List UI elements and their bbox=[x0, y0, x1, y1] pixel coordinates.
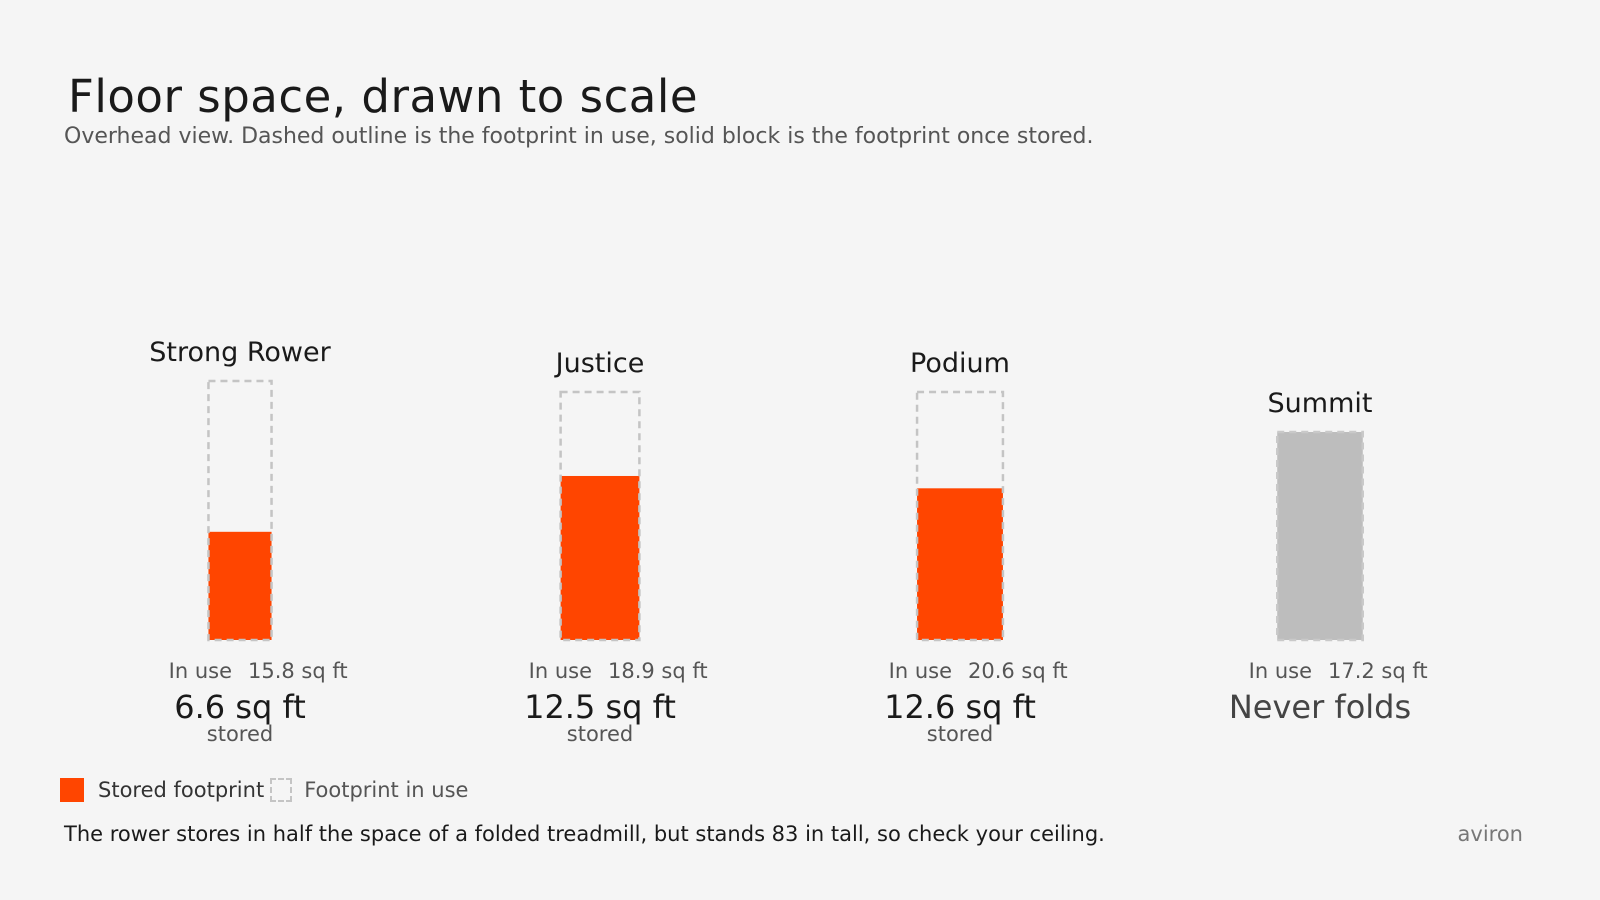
in-use-label: In use bbox=[169, 659, 232, 683]
in-use-value: 20.6 sq ft bbox=[968, 659, 1068, 683]
in-use-footprint-outline bbox=[559, 390, 641, 642]
in-use-footprint-outline bbox=[207, 379, 273, 642]
machine-name-label: Podium bbox=[910, 348, 1010, 379]
stored-value-label: 12.5 sq ft bbox=[524, 688, 676, 726]
stored-footprint-block bbox=[917, 488, 1003, 640]
chart-subtitle: Overhead view. Dashed outline is the foo… bbox=[64, 124, 1094, 149]
legend-stored-label: Stored footprint bbox=[98, 778, 265, 802]
in-use-value: 18.9 sq ft bbox=[608, 659, 708, 683]
in-use-label: In use bbox=[529, 659, 592, 683]
brand-label: aviron bbox=[1457, 822, 1523, 846]
never-folds-label: Never folds bbox=[1229, 688, 1411, 726]
machine-name-label: Summit bbox=[1268, 388, 1373, 419]
stored-caption: stored bbox=[207, 722, 273, 746]
legend: Stored footprint Footprint in use bbox=[60, 778, 468, 802]
stored-value-label: 12.6 sq ft bbox=[884, 688, 1036, 726]
stored-caption: stored bbox=[567, 722, 633, 746]
legend-stored-swatch bbox=[60, 778, 84, 802]
machine-name-label: Strong Rower bbox=[149, 337, 331, 368]
in-use-label: In use bbox=[889, 659, 952, 683]
in-use-value: 17.2 sq ft bbox=[1328, 659, 1428, 683]
in-use-label: In use bbox=[1249, 659, 1312, 683]
stored-footprint-block bbox=[560, 475, 640, 640]
stored-value-label: 6.6 sq ft bbox=[174, 688, 305, 726]
legend-in-use-swatch bbox=[270, 778, 293, 802]
stored-caption: stored bbox=[927, 722, 993, 746]
legend-in-use-label: Footprint in use bbox=[304, 778, 469, 802]
footnote: The rower stores in half the space of a … bbox=[64, 822, 1105, 846]
in-use-footprint-outline bbox=[915, 390, 1005, 642]
stored-footprint-block bbox=[208, 531, 272, 640]
non-folding-footprint-block bbox=[1275, 430, 1365, 642]
chart-title: Floor space, drawn to scale bbox=[68, 70, 699, 123]
machine-name-label: Justice bbox=[554, 348, 645, 379]
in-use-value: 15.8 sq ft bbox=[248, 659, 348, 683]
